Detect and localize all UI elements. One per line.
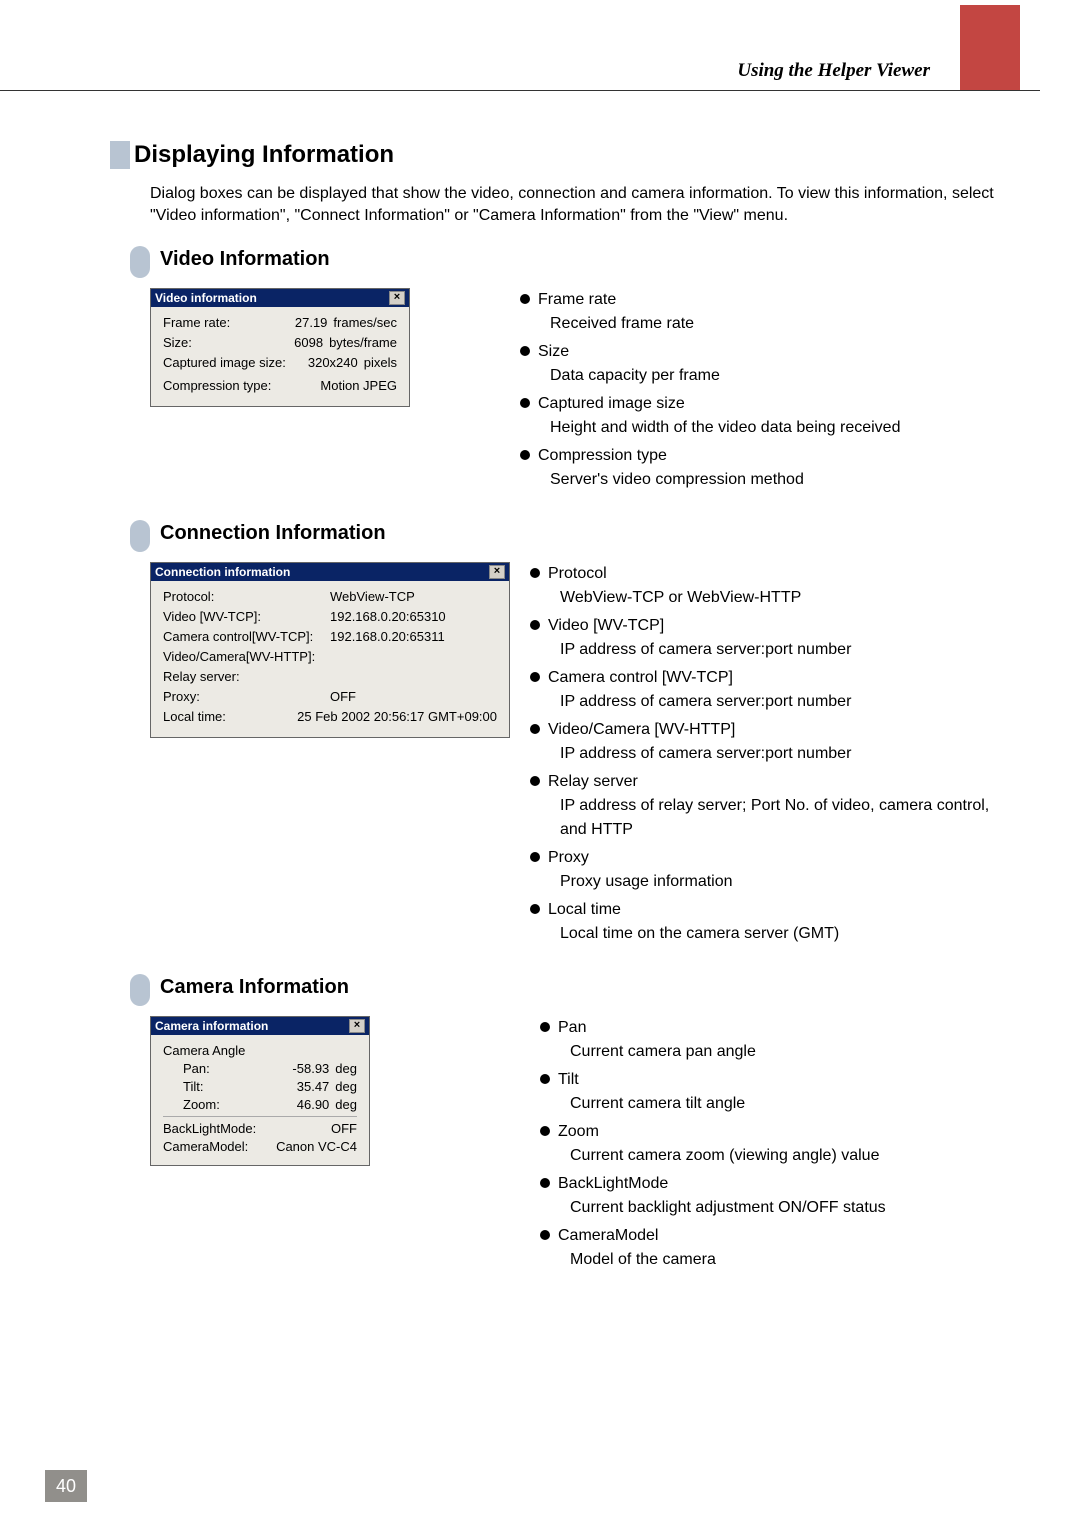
connection-info-title: Connection Information	[160, 522, 386, 545]
video-info-dialog: Video information × Frame rate: 27.19fra…	[150, 288, 410, 407]
zoom-label: Zoom:	[163, 1097, 280, 1112]
camera-info-bullets: PanCurrent camera pan angle TiltCurrent …	[540, 1016, 1020, 1276]
bullet-desc: IP address of camera server:port number	[560, 638, 1020, 662]
bullet-desc: IP address of camera server:port number	[560, 690, 1020, 714]
tilt-value: 35.47	[280, 1079, 335, 1094]
close-icon[interactable]: ×	[489, 565, 505, 579]
bullet-label: Tilt	[558, 1068, 579, 1092]
bullet-desc: Current camera zoom (viewing angle) valu…	[570, 1144, 1020, 1168]
bullet-label: Relay server	[548, 770, 638, 794]
captured-size-value: 320x240	[308, 355, 364, 370]
bullet-label: Captured image size	[538, 392, 685, 416]
bullet-desc: IP address of camera server:port number	[560, 742, 1020, 766]
video-tcp-label: Video [WV-TCP]:	[163, 609, 330, 624]
protocol-value: WebView-TCP	[330, 589, 497, 604]
proxy-value: OFF	[330, 689, 497, 704]
page-number: 40	[45, 1470, 87, 1502]
bullet-desc: Current camera pan angle	[570, 1040, 1020, 1064]
close-icon[interactable]: ×	[349, 1019, 365, 1033]
pan-value: -58.93	[280, 1061, 335, 1076]
bullet-desc: Proxy usage information	[560, 870, 1020, 894]
size-label: Size:	[163, 335, 274, 350]
frame-rate-unit: frames/sec	[333, 315, 397, 330]
header-decoration	[960, 5, 1020, 90]
camera-info-dialog: Camera information × Camera Angle Pan:-5…	[150, 1016, 370, 1166]
bullet-desc: Local time on the camera server (GMT)	[560, 922, 1020, 946]
proxy-label: Proxy:	[163, 689, 330, 704]
frame-rate-value: 27.19	[278, 315, 333, 330]
bullet-desc: Height and width of the video data being…	[550, 416, 1020, 440]
subsection-marker	[130, 520, 150, 552]
camera-ctrl-value: 192.168.0.20:65311	[330, 629, 497, 644]
backlight-value: OFF	[331, 1121, 357, 1136]
zoom-unit: deg	[335, 1097, 357, 1112]
backlight-label: BackLightMode:	[163, 1121, 331, 1136]
bullet-label: Zoom	[558, 1120, 599, 1144]
bullet-label: CameraModel	[558, 1224, 658, 1248]
protocol-label: Protocol:	[163, 589, 330, 604]
close-icon[interactable]: ×	[389, 291, 405, 305]
intro-paragraph: Dialog boxes can be displayed that show …	[150, 183, 1020, 228]
bullet-label: BackLightMode	[558, 1172, 668, 1196]
page-header-title: Using the Helper Viewer	[737, 60, 930, 82]
size-unit: bytes/frame	[329, 335, 397, 350]
camera-info-title: Camera Information	[160, 976, 349, 999]
relay-label: Relay server:	[163, 669, 330, 684]
bullet-desc: Current backlight adjustment ON/OFF stat…	[570, 1196, 1020, 1220]
bullet-label: Pan	[558, 1016, 586, 1040]
subsection-marker	[130, 974, 150, 1006]
camera-ctrl-label: Camera control[WV-TCP]:	[163, 629, 330, 644]
video-info-bullets: Frame rateReceived frame rate SizeData c…	[520, 288, 1020, 496]
dialog-title-text: Camera information	[155, 1019, 268, 1033]
bullet-desc: Received frame rate	[550, 312, 1020, 336]
subsection-marker	[130, 246, 150, 278]
connection-info-dialog: Connection information × Protocol:WebVie…	[150, 562, 510, 738]
pan-label: Pan:	[163, 1061, 280, 1076]
bullet-desc: Data capacity per frame	[550, 364, 1020, 388]
bullet-label: Frame rate	[538, 288, 616, 312]
bullet-label: Camera control [WV-TCP]	[548, 666, 733, 690]
bullet-desc: Model of the camera	[570, 1248, 1020, 1272]
captured-size-unit: pixels	[364, 355, 397, 370]
section-marker	[110, 141, 130, 169]
localtime-label: Local time:	[163, 709, 297, 724]
bullet-desc: IP address of relay server; Port No. of …	[560, 794, 1020, 842]
videocam-http-label: Video/Camera[WV-HTTP]:	[163, 649, 330, 664]
bullet-label: Compression type	[538, 444, 667, 468]
video-info-title: Video Information	[160, 248, 330, 271]
section-title: Displaying Information	[134, 141, 394, 169]
connection-info-bullets: ProtocolWebView-TCP or WebView-HTTP Vide…	[530, 562, 1020, 950]
tilt-label: Tilt:	[163, 1079, 280, 1094]
tilt-unit: deg	[335, 1079, 357, 1094]
bullet-desc: WebView-TCP or WebView-HTTP	[560, 586, 1020, 610]
zoom-value: 46.90	[280, 1097, 335, 1112]
bullet-desc: Current camera tilt angle	[570, 1092, 1020, 1116]
bullet-label: Local time	[548, 898, 621, 922]
frame-rate-label: Frame rate:	[163, 315, 278, 330]
video-tcp-value: 192.168.0.20:65310	[330, 609, 497, 624]
dialog-title-text: Connection information	[155, 565, 290, 579]
compression-label: Compression type:	[163, 378, 320, 393]
bullet-label: Video [WV-TCP]	[548, 614, 664, 638]
bullet-desc: Server's video compression method	[550, 468, 1020, 492]
bullet-label: Video/Camera [WV-HTTP]	[548, 718, 735, 742]
bullet-label: Size	[538, 340, 569, 364]
camera-angle-label: Camera Angle	[163, 1043, 245, 1058]
model-value: Canon VC-C4	[276, 1139, 357, 1154]
size-value: 6098	[274, 335, 329, 350]
dialog-title-text: Video information	[155, 291, 257, 305]
localtime-value: 25 Feb 2002 20:56:17 GMT+09:00	[297, 709, 497, 724]
videocam-http-value	[330, 649, 497, 664]
bullet-label: Protocol	[548, 562, 607, 586]
model-label: CameraModel:	[163, 1139, 276, 1154]
bullet-label: Proxy	[548, 846, 589, 870]
compression-value: Motion JPEG	[320, 378, 397, 393]
relay-value	[330, 669, 497, 684]
pan-unit: deg	[335, 1061, 357, 1076]
captured-size-label: Captured image size:	[163, 355, 308, 370]
